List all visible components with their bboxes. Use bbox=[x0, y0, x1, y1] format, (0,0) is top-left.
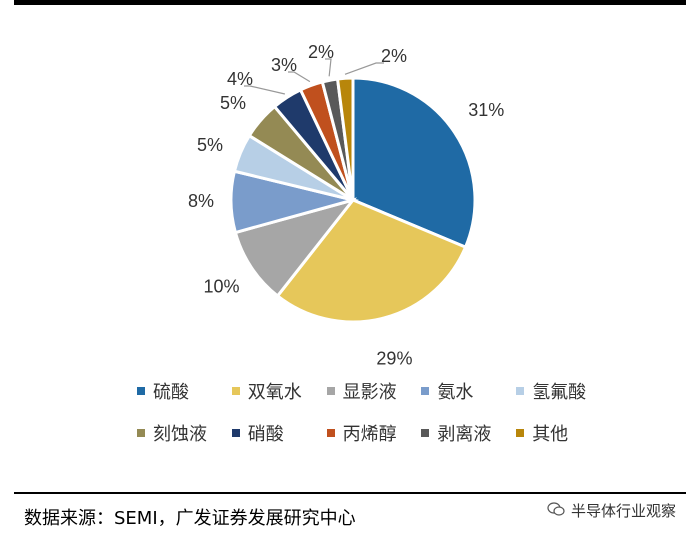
data-label-1: 31% bbox=[468, 100, 504, 120]
watermark: 半导体行业观察 bbox=[547, 500, 676, 521]
legend-item-1: 硫酸 bbox=[137, 378, 218, 404]
leader-line-9 bbox=[325, 58, 332, 77]
data-label-4: 8% bbox=[188, 191, 214, 211]
legend-item-7: 硝酸 bbox=[231, 420, 313, 446]
legend-label: 其他 bbox=[532, 424, 569, 445]
legend-label: 丙烯醇 bbox=[342, 424, 397, 445]
legend-item-9: 剥离液 bbox=[421, 420, 502, 446]
legend-swatch bbox=[231, 387, 240, 395]
legend-item-2: 双氧水 bbox=[231, 378, 313, 404]
legend-swatch bbox=[326, 387, 335, 395]
data-label-5: 5% bbox=[197, 135, 223, 155]
legend-item-5: 氢氟酸 bbox=[516, 378, 597, 404]
legend-label: 双氧水 bbox=[247, 382, 302, 403]
data-labels: 31% 29% 10% 8% 5% 5% 4% 3% 2% 2% bbox=[188, 42, 504, 369]
legend-swatch bbox=[326, 429, 335, 437]
legend-swatch bbox=[231, 429, 240, 437]
legend-item-8: 丙烯醇 bbox=[326, 420, 408, 446]
legend-label: 刻蚀液 bbox=[153, 424, 207, 445]
legend-swatch bbox=[421, 429, 430, 437]
pie-slice-2 bbox=[275, 198, 468, 324]
legend-item-3: 显影液 bbox=[326, 378, 408, 404]
pie-slice-1 bbox=[351, 76, 477, 250]
legend-label: 显影液 bbox=[342, 382, 397, 403]
legend-swatch bbox=[137, 387, 145, 395]
watermark-text: 半导体行业观察 bbox=[570, 502, 676, 520]
pie-slices bbox=[229, 76, 477, 324]
leader-lines bbox=[244, 58, 384, 95]
data-label-10: 2% bbox=[381, 46, 407, 66]
top-rule bbox=[14, 0, 686, 5]
legend-swatch bbox=[137, 429, 145, 437]
wechat-icon bbox=[547, 501, 565, 521]
legend-label: 硫酸 bbox=[153, 382, 189, 403]
legend-swatch bbox=[516, 387, 525, 395]
legend-item-10: 其他 bbox=[516, 420, 597, 446]
legend-swatch bbox=[421, 387, 430, 395]
data-label-2: 29% bbox=[376, 348, 412, 368]
data-label-6: 5% bbox=[220, 93, 246, 113]
data-label-8: 3% bbox=[271, 55, 297, 75]
data-label-9: 2% bbox=[308, 42, 334, 62]
data-label-7: 4% bbox=[227, 69, 253, 89]
leader-line-8 bbox=[288, 71, 311, 83]
pie-slice-10 bbox=[335, 76, 355, 201]
pie-chart: 31% 29% 10% 8% 5% 5% 4% 3% 2% 2% bbox=[188, 42, 504, 369]
legend-label: 氨水 bbox=[437, 382, 474, 403]
legend-label: 剥离液 bbox=[437, 424, 492, 445]
legend-item-6: 刻蚀液 bbox=[137, 420, 218, 446]
legend-label: 氢氟酸 bbox=[532, 382, 587, 403]
legend: 硫酸 双氧水 显影液 氨水 氢氟酸刻蚀液 硝酸 丙烯醇 剥离液 其他 bbox=[137, 378, 597, 446]
legend-item-4: 氨水 bbox=[421, 378, 502, 404]
source-note: 数据来源：SEMI，广发证券发展研究中心 bbox=[24, 508, 356, 529]
leader-line-7 bbox=[244, 85, 286, 95]
legend-label: 硝酸 bbox=[247, 424, 284, 445]
leader-line-10 bbox=[344, 62, 384, 75]
data-label-3: 10% bbox=[203, 276, 239, 296]
bottom-rule bbox=[14, 492, 686, 494]
legend-swatch bbox=[516, 429, 525, 437]
